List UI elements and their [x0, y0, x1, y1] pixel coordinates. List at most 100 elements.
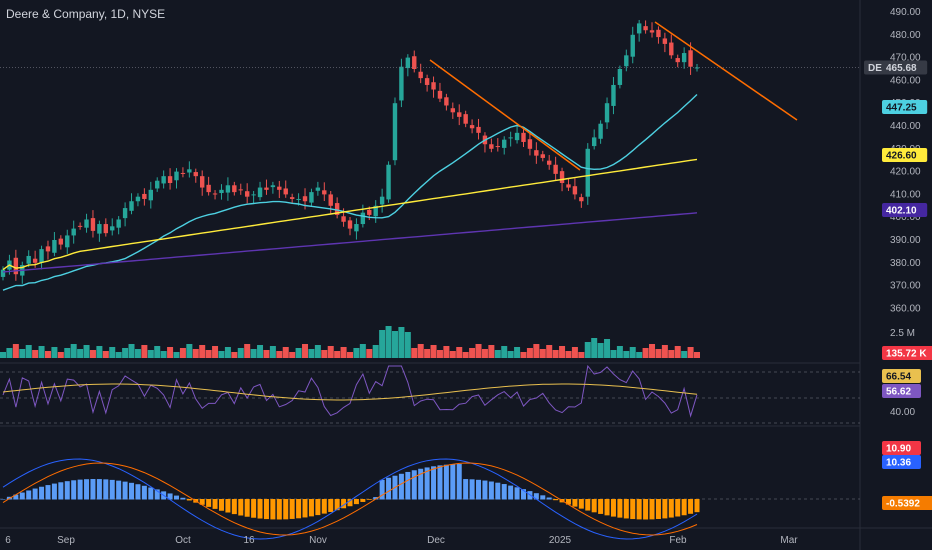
candle-body	[392, 103, 398, 161]
candle-body	[405, 57, 411, 69]
volume-bar	[0, 352, 6, 358]
volume-bar	[321, 350, 328, 358]
candle-body	[129, 201, 134, 211]
candle-body	[463, 114, 468, 124]
volume-bar	[616, 346, 623, 358]
candle-body	[232, 185, 237, 193]
candle-body	[367, 209, 372, 215]
macd-badge-bg	[882, 455, 921, 469]
rsi-ma-line	[2, 383, 698, 401]
macd-hist-bar	[681, 499, 687, 516]
candle-body	[643, 26, 648, 31]
macd-hist-bar	[225, 499, 231, 513]
time-axis[interactable]: 6 Sep Oct 16 Nov Dec 2025 Feb Mar	[5, 535, 798, 546]
last-price-badge: 465.68	[886, 63, 917, 74]
candle-body	[289, 197, 295, 199]
macd-line	[2, 458, 698, 540]
candle-body	[514, 132, 520, 141]
candle-body	[399, 66, 404, 101]
candle-body	[187, 169, 192, 173]
volume-bar	[128, 344, 135, 358]
volume-bar	[571, 347, 578, 358]
volume-badge: 135.72 K	[886, 349, 927, 360]
candle-body	[624, 55, 629, 67]
price-tick-label: 440.00	[890, 121, 921, 132]
volume-bar	[289, 352, 296, 358]
volume-bar	[44, 351, 51, 358]
macd-hist-bar	[431, 466, 437, 500]
candle-body	[84, 219, 89, 228]
volume-bar	[77, 349, 84, 358]
volume-bar	[276, 351, 283, 358]
macd-signal-badge: 10.90	[886, 444, 911, 455]
macd-hist-bar	[456, 464, 462, 500]
chart-title: Deere & Company, 1D, NYSE	[6, 7, 166, 21]
macd-hist-bar	[482, 480, 488, 500]
price-tick-label: 420.00	[890, 167, 921, 178]
candle-body	[52, 240, 57, 253]
candle-body	[675, 58, 680, 63]
volume-bar	[57, 352, 64, 358]
macd-hist-bar	[495, 482, 501, 500]
macd-hist-bar	[353, 499, 359, 505]
macd-hist-bar	[0, 499, 6, 500]
volume-bar	[417, 344, 424, 358]
volume-bar	[32, 350, 39, 358]
candle-body	[444, 97, 449, 106]
macd-hist-bar	[565, 499, 571, 505]
macd-hist-bar	[437, 465, 443, 500]
macd-hist-bar	[649, 499, 655, 520]
macd-hist-bar	[90, 479, 96, 500]
macd-hist-bar	[463, 479, 469, 500]
volume-bar	[514, 347, 521, 358]
candle-body	[437, 90, 443, 99]
macd-hist-bar	[129, 482, 135, 500]
candle-body	[206, 184, 211, 193]
macd-hist-bar	[617, 499, 623, 518]
candle-body	[135, 196, 141, 202]
volume-bar	[597, 343, 604, 358]
symbol-badge: DE	[868, 63, 882, 74]
volume-bar	[449, 351, 456, 358]
price-tick-label: 400.00	[890, 212, 921, 223]
trendline-first	[429, 59, 581, 171]
volume-bar	[257, 345, 264, 358]
time-tick-label: 6	[5, 535, 11, 546]
macd-hist-bar	[572, 499, 578, 507]
candle-body	[521, 132, 526, 142]
time-tick-label: 16	[243, 535, 255, 546]
candle-body	[354, 224, 359, 232]
macd-hist-bar	[302, 499, 308, 518]
candle-body	[110, 226, 115, 231]
volume-bar	[436, 350, 443, 358]
volume-bar	[668, 350, 675, 358]
macd-hist-bar	[315, 499, 321, 516]
volume-bar	[552, 350, 559, 358]
macd-hist-bar	[578, 499, 584, 509]
volume-bar	[102, 351, 109, 358]
candle-body	[212, 193, 218, 195]
volume-badge-bg	[882, 346, 932, 360]
candle-body	[694, 67, 700, 69]
volume-bar	[231, 352, 238, 358]
macd-hist-bar	[231, 499, 237, 515]
macd-hist-bar	[398, 473, 404, 500]
macd-hist-bar	[270, 499, 276, 520]
macd-hist-bar	[418, 468, 424, 500]
volume-bar	[475, 344, 482, 358]
volume-bar	[565, 351, 572, 358]
price-tick-label: 380.00	[890, 258, 921, 269]
candle-body	[489, 144, 494, 149]
macd-hist-bar	[688, 499, 694, 514]
candle-body	[200, 176, 205, 188]
rsi-badge-bg	[882, 384, 921, 398]
macd-hist-bar	[45, 485, 51, 500]
volume-bar	[109, 347, 116, 358]
candle-body	[161, 176, 166, 184]
candle-body	[553, 164, 558, 174]
macd-hist-bar	[321, 499, 327, 514]
candle-body	[225, 185, 231, 193]
rsi-ma-badge: 66.54	[886, 372, 911, 383]
candle-body	[636, 23, 642, 34]
